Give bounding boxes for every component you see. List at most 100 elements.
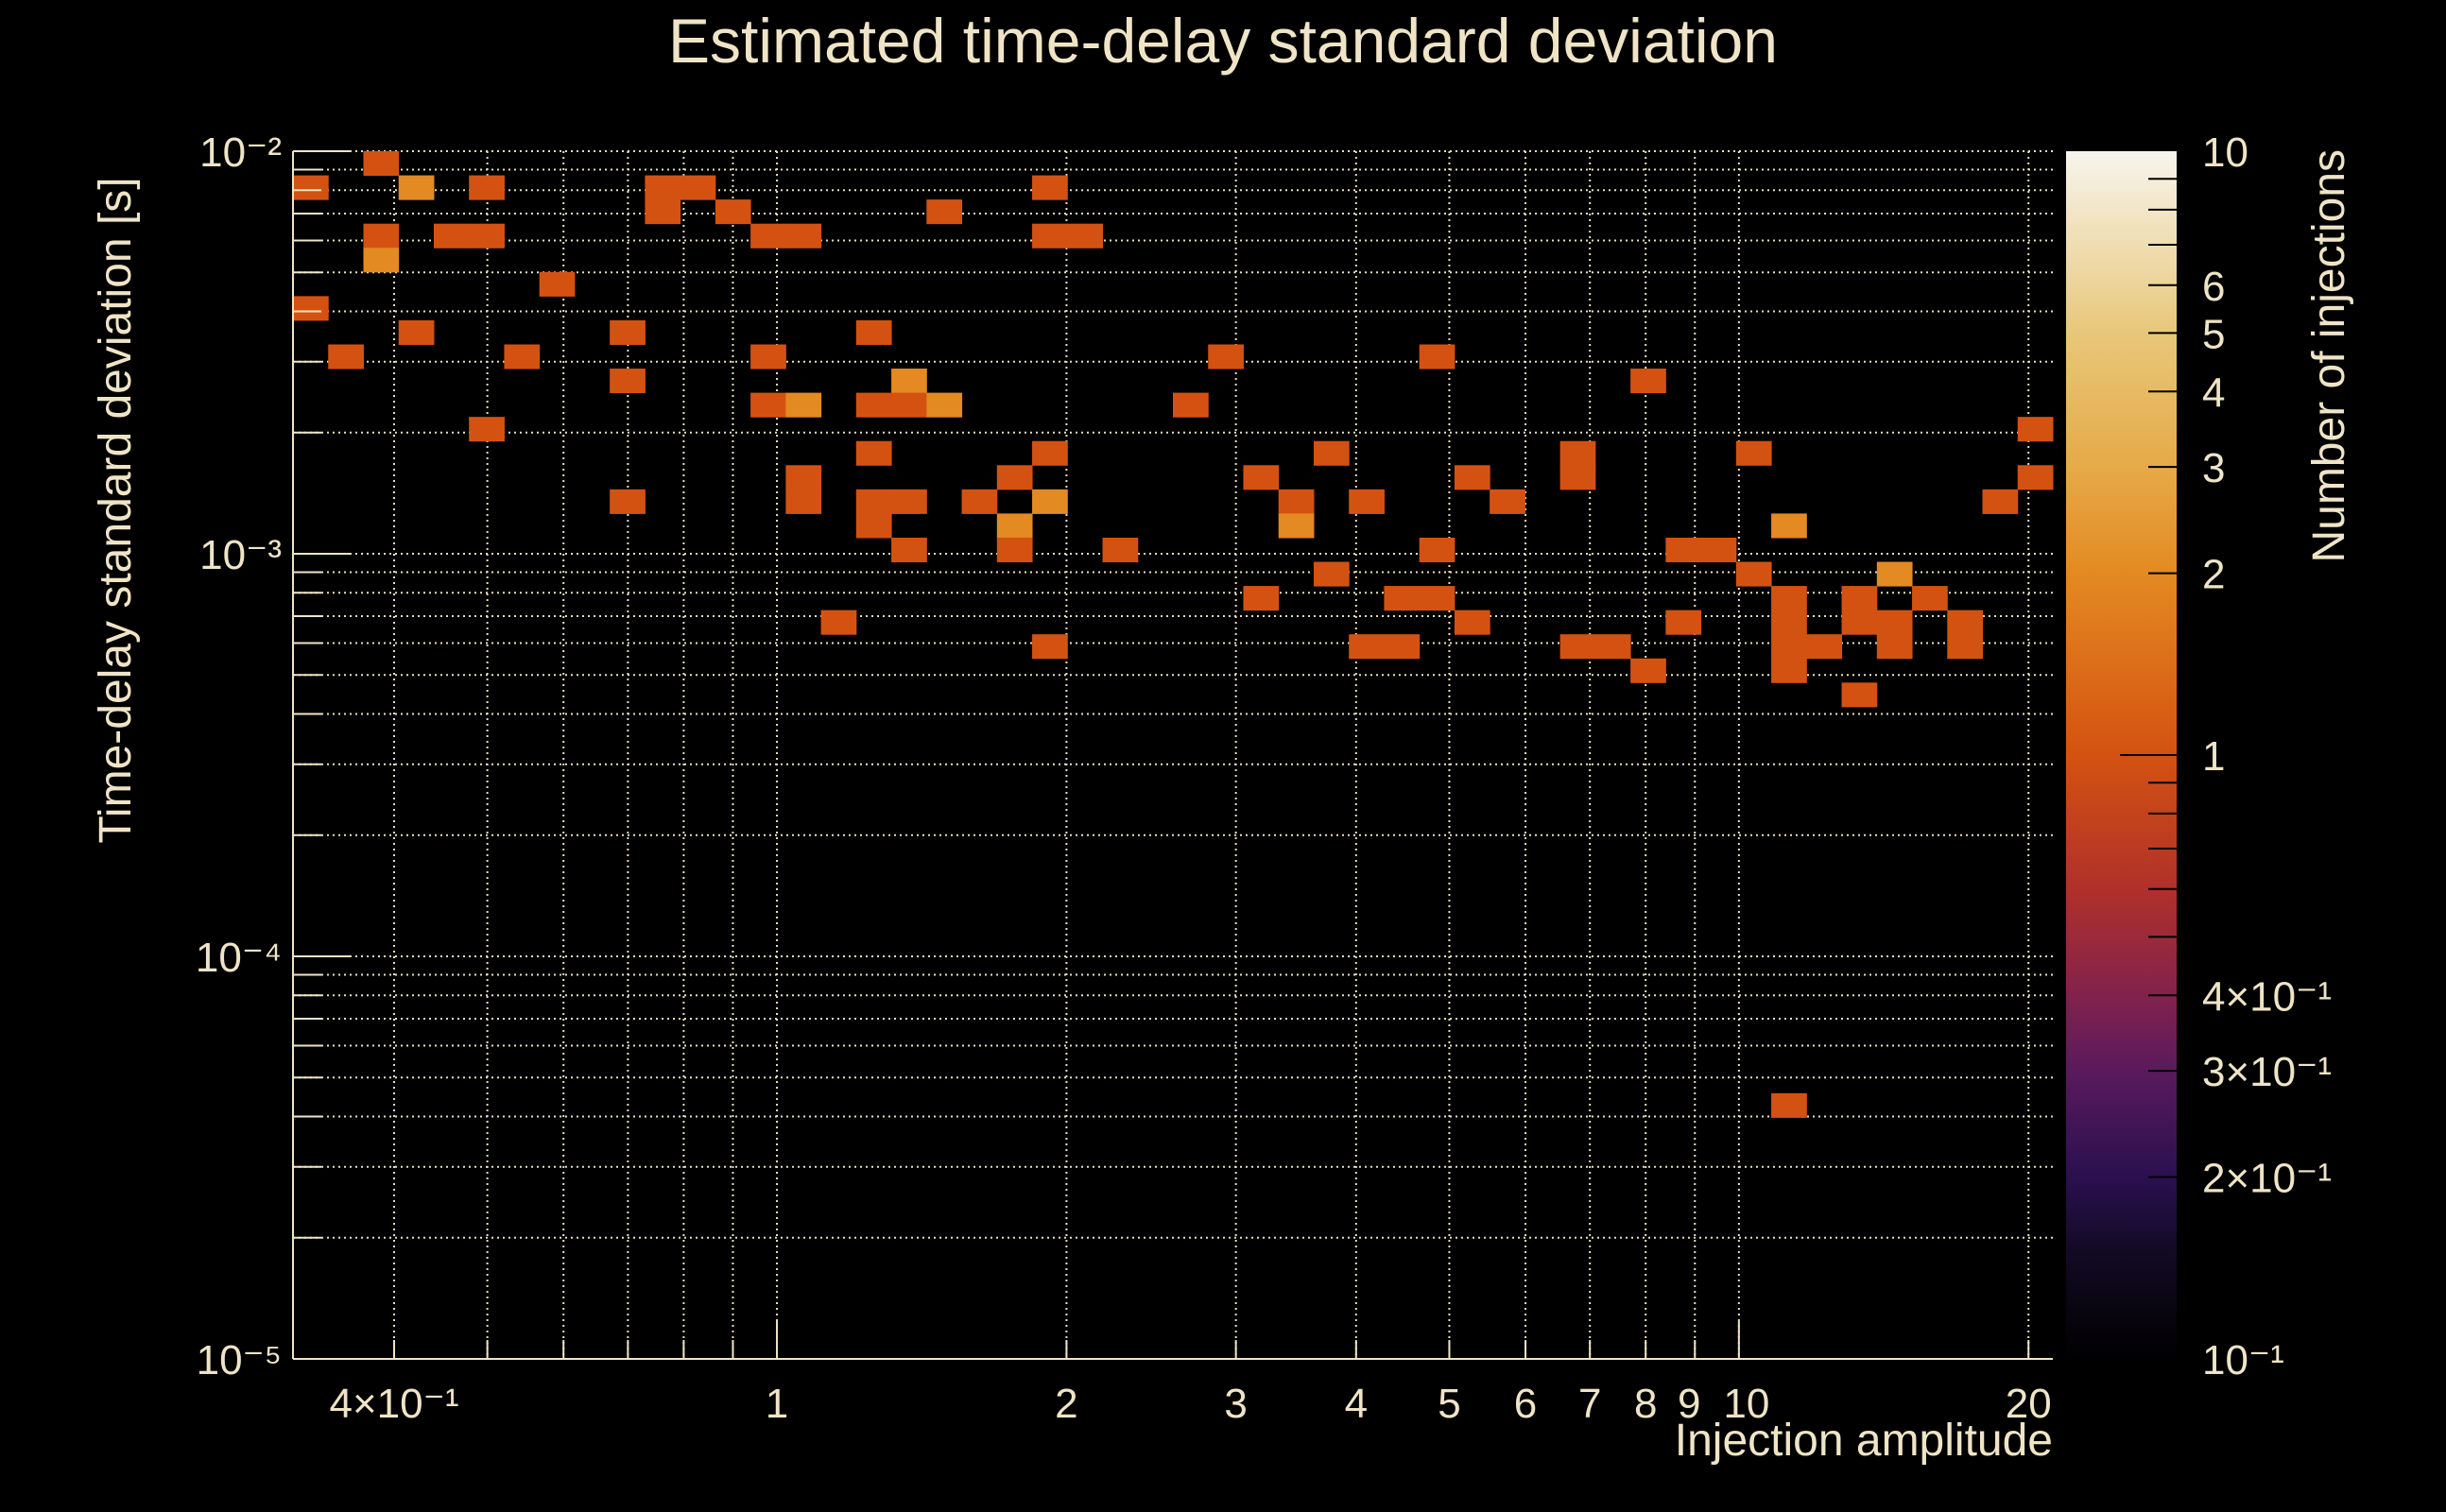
x-tick-label: 2 xyxy=(1055,1381,1077,1427)
heatmap-cell xyxy=(1876,561,1913,587)
x-tick-label: 5 xyxy=(1438,1381,1460,1427)
x-tick-label: 10 xyxy=(1723,1381,1769,1427)
heatmap-cell xyxy=(1912,586,1948,611)
heatmap-cell xyxy=(1384,586,1421,611)
heatmap-cell xyxy=(1243,465,1280,490)
heatmap-cell xyxy=(1419,586,1456,611)
heatmap-cell xyxy=(1594,634,1631,660)
heatmap-cell xyxy=(1208,344,1244,369)
y-axis-title: Time-delay standard deviation [s] xyxy=(91,177,141,843)
heatmap-cell xyxy=(539,271,576,297)
chart-title: Estimated time-delay standard deviation xyxy=(668,6,1778,76)
heatmap-cell xyxy=(1771,513,1807,539)
heatmap-cell xyxy=(891,537,927,563)
x-tick-label: 7 xyxy=(1578,1381,1601,1427)
heatmap-cell xyxy=(469,175,505,200)
heatmap-cell xyxy=(1841,610,1878,635)
heatmap-cell xyxy=(610,369,646,394)
heatmap-cell xyxy=(785,465,822,490)
heatmap-cell xyxy=(363,223,400,249)
heatmap-cell xyxy=(610,319,646,345)
heatmap-cell xyxy=(293,175,329,200)
heatmap-cell xyxy=(504,344,541,369)
heatmap-cell xyxy=(996,465,1033,490)
colorbar-tick-label: 3 xyxy=(2202,445,2225,491)
heatmap-cell xyxy=(1947,634,1984,660)
heatmap-cell xyxy=(1735,561,1772,587)
heatmap-cell xyxy=(1700,537,1737,563)
colorbar-tick-label: 2×10⁻¹ xyxy=(2202,1156,2332,1202)
heatmap-cell xyxy=(1771,634,1807,660)
heatmap-cell xyxy=(363,248,400,273)
x-tick-label: 3 xyxy=(1224,1381,1247,1427)
heatmap-cell xyxy=(1771,610,1807,635)
heatmap-cell xyxy=(433,223,470,249)
heatmap-cell xyxy=(1982,489,2019,514)
heatmap-cell xyxy=(293,296,329,321)
heatmap-cell xyxy=(891,369,927,394)
heatmap-cell xyxy=(1278,489,1315,514)
heatmap-cell xyxy=(2017,417,2054,442)
heatmap-cell xyxy=(855,489,892,514)
x-tick-label: 6 xyxy=(1514,1381,1537,1427)
colorbar-tick-label: 4 xyxy=(2202,369,2225,416)
heatmap-cell xyxy=(855,392,892,418)
x-axis-title: Injection amplitude xyxy=(1675,1416,2053,1466)
heatmap-cells xyxy=(293,151,2054,1118)
colorbar-tick-label: 6 xyxy=(2202,264,2225,310)
heatmap-cell xyxy=(855,513,892,539)
heatmap-cell xyxy=(398,175,435,200)
x-tick-label: 20 xyxy=(2006,1381,2052,1427)
heatmap-cell xyxy=(610,489,646,514)
colorbar-tick-label: 3×10⁻¹ xyxy=(2202,1049,2332,1095)
colorbar-tick-label: 4×10⁻¹ xyxy=(2202,973,2332,1020)
heatmap-cell xyxy=(1665,537,1702,563)
heatmap-cell xyxy=(1771,1092,1807,1118)
heatmap-cell xyxy=(926,392,963,418)
heatmap-cell xyxy=(1665,610,1702,635)
heatmap-cell xyxy=(363,151,400,177)
heatmap-cell xyxy=(1771,658,1807,683)
heatmap-cell xyxy=(1349,489,1385,514)
axes: 4×10⁻¹ 1 2 3 4 5 6 7 8 9 10 20 10⁻² 10⁻³ 10⁻⁴ 10⁻⁵ xyxy=(196,129,2053,1427)
y-tick-label: 10⁻⁵ xyxy=(197,1337,282,1383)
heatmap-cell xyxy=(1313,561,1350,587)
x-tick-label: 9 xyxy=(1678,1381,1700,1427)
heatmap-cell xyxy=(1559,634,1596,660)
heatmap-cell xyxy=(1102,537,1139,563)
heatmap-cell xyxy=(715,199,751,225)
heatmap-cell xyxy=(1349,634,1385,660)
heatmap-cell xyxy=(785,392,822,418)
heatmap-cell xyxy=(1559,440,1596,466)
colorbar-tick-label: 10⁻¹ xyxy=(2202,1337,2284,1383)
heatmap-cell xyxy=(469,223,505,249)
heatmap-cell xyxy=(1735,440,1772,466)
heatmap-cell xyxy=(926,199,963,225)
x-tick-label: 4×10⁻¹ xyxy=(330,1381,459,1427)
heatmap-cell xyxy=(1313,440,1350,466)
heatmap-cell xyxy=(469,417,505,442)
heatmap-cell xyxy=(891,392,927,418)
heatmap-cell xyxy=(820,610,857,635)
heatmap-cell xyxy=(1032,489,1068,514)
heatmap-cell xyxy=(1490,489,1525,514)
heatmap-cell xyxy=(996,513,1033,539)
colorbar-title: Number of injections xyxy=(2304,149,2354,563)
colorbar: 10 65 4 3 2 1 4×10⁻¹ 3×10⁻¹ 2×10⁻¹ 10⁻¹ xyxy=(2066,129,2332,1383)
y-tick-label: 10⁻² xyxy=(199,129,282,176)
heatmap-cell xyxy=(1032,440,1068,466)
heatmap-cell xyxy=(855,440,892,466)
heatmap-cell xyxy=(398,319,435,345)
y-tick-label: 10⁻⁴ xyxy=(196,935,282,981)
heatmap-cell xyxy=(785,489,822,514)
colorbar-tick-label: 2 xyxy=(2202,552,2225,598)
heatmap-cell xyxy=(680,175,716,200)
heatmap-cell xyxy=(1806,634,1843,660)
colorbar-tick-label: 1 xyxy=(2202,733,2225,780)
heatmap-cell xyxy=(855,319,892,345)
heatmap-cell xyxy=(961,489,998,514)
heatmap-cell xyxy=(645,175,681,200)
heatmap-cell xyxy=(1454,465,1490,490)
